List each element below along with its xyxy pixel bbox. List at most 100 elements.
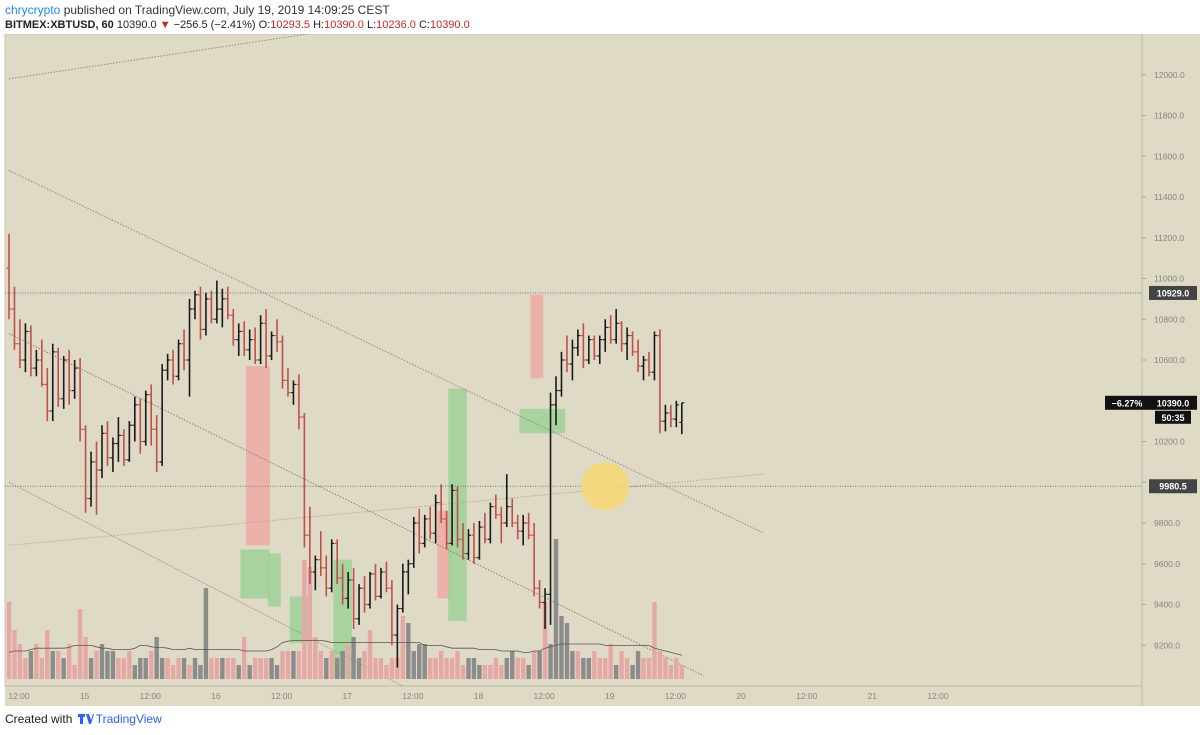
ohlc-bar (389, 580, 395, 646)
y-tick-label: 11800.0 (1154, 111, 1184, 121)
volume-bar (422, 644, 427, 679)
ohlc-bar (143, 390, 149, 446)
y-tick-label: 11000.0 (1154, 274, 1184, 284)
ohlc-bar (55, 347, 61, 407)
volume-bar (77, 609, 83, 679)
author-link[interactable]: chrycrypto (5, 3, 61, 17)
volume-bar (209, 658, 214, 679)
volume-bar (132, 665, 138, 679)
volume-bar (613, 665, 619, 679)
price-label-text: 9980.5 (1159, 482, 1187, 492)
ohlc-bar (345, 571, 351, 609)
volume-bar (345, 644, 351, 679)
ohlc-bar (553, 376, 559, 426)
price-label-box (1149, 285, 1197, 300)
publication-line: chrycrypto published on TradingView.com,… (5, 3, 390, 17)
volume-bar (570, 651, 575, 679)
volume-bar (116, 658, 121, 679)
x-tick-label: 20 (736, 691, 746, 701)
x-tick-label: 12:00 (665, 691, 687, 701)
ohlc-bar (170, 349, 176, 385)
ohlc-bar (72, 360, 78, 399)
ohlc-bar (187, 298, 193, 397)
volume-bar (679, 665, 685, 679)
ohlc-bar (340, 563, 346, 605)
ohlc-bar (28, 325, 34, 377)
ohlc-bar (405, 559, 411, 595)
volume-bar (225, 658, 230, 679)
highlight-zone-green (240, 549, 270, 599)
volume-bar (220, 658, 225, 679)
volume-bar (313, 637, 318, 679)
volume-bar (340, 651, 345, 679)
trendline (8, 473, 764, 546)
volume-bar (630, 665, 635, 679)
volume-bar (608, 644, 613, 679)
ohlc-bar (154, 415, 160, 473)
x-tick-label: 12:00 (402, 691, 424, 701)
ohlc-bar (269, 331, 275, 360)
tradingview-brand-link[interactable]: TradingView (95, 712, 162, 726)
volume-bar (575, 651, 581, 679)
volume-bar (17, 644, 23, 679)
low-value: 10236.0 (376, 19, 416, 31)
volume-bar (444, 658, 449, 679)
volume-bar (537, 651, 542, 679)
volume-bar (105, 651, 110, 679)
ohlc-bar (208, 290, 214, 324)
ohlc-bar (455, 486, 461, 548)
ohlc-bar (225, 286, 231, 320)
ohlc-bar (548, 392, 554, 625)
ohlc-bar (558, 351, 564, 397)
volume-bar (488, 665, 493, 679)
volume-bar (94, 651, 99, 679)
symbol-label: BITMEX:XBTUSD, 60 (5, 19, 114, 31)
ohlc-bar (662, 404, 668, 432)
volume-bar (389, 658, 395, 679)
ohlc-bar (619, 321, 625, 352)
ohlc-bar (165, 353, 171, 381)
volume-bar (586, 658, 592, 679)
ohlc-bar (176, 339, 182, 381)
chart-header: chrycrypto published on TradingView.com,… (0, 0, 1200, 34)
volume-bar (657, 651, 663, 679)
volume-bar (187, 665, 192, 679)
volume-bar (181, 658, 187, 679)
volume-bar (192, 658, 198, 679)
low-label: L: (366, 19, 377, 31)
ohlc-bar (668, 404, 674, 428)
volume-bar (263, 658, 269, 679)
ohlc-bar (367, 571, 373, 609)
ohlc-bar (115, 417, 121, 462)
ohlc-bar (591, 335, 597, 360)
ohlc-bar (214, 280, 220, 324)
ohlc-bar (564, 335, 570, 373)
volume-bar (176, 658, 181, 679)
ohlc-bar (679, 402, 685, 435)
ohlc-bar (88, 451, 94, 507)
volume-bar (296, 651, 302, 679)
volume-bar (466, 658, 471, 679)
volume-bar (592, 651, 597, 679)
percent-change-text: −6.27% (1112, 398, 1143, 408)
volume-bar (83, 637, 88, 679)
ohlc-bar (422, 514, 428, 548)
volume-bar (433, 658, 438, 679)
ohlc-bar (236, 323, 242, 356)
volume-bar (553, 539, 559, 679)
price-chart[interactable]: 9200.09400.09600.09800.010000.010200.010… (0, 33, 1200, 706)
ohlc-bar (531, 523, 537, 597)
volume-bar (242, 637, 247, 679)
ohlc-bar (597, 335, 603, 365)
plot-background (4, 33, 1143, 687)
chart-area[interactable]: 9200.09400.09600.09800.010000.010200.010… (0, 33, 1200, 706)
ohlc-bar (11, 286, 17, 350)
volume-bar (526, 665, 531, 679)
volume-bar (499, 665, 504, 679)
ohlc-bar (646, 351, 652, 377)
volume-bar (39, 658, 45, 679)
highlight-zone-green (267, 553, 281, 607)
ohlc-bar (192, 290, 198, 320)
volume-bar (641, 658, 646, 679)
volume-bar (12, 630, 17, 679)
